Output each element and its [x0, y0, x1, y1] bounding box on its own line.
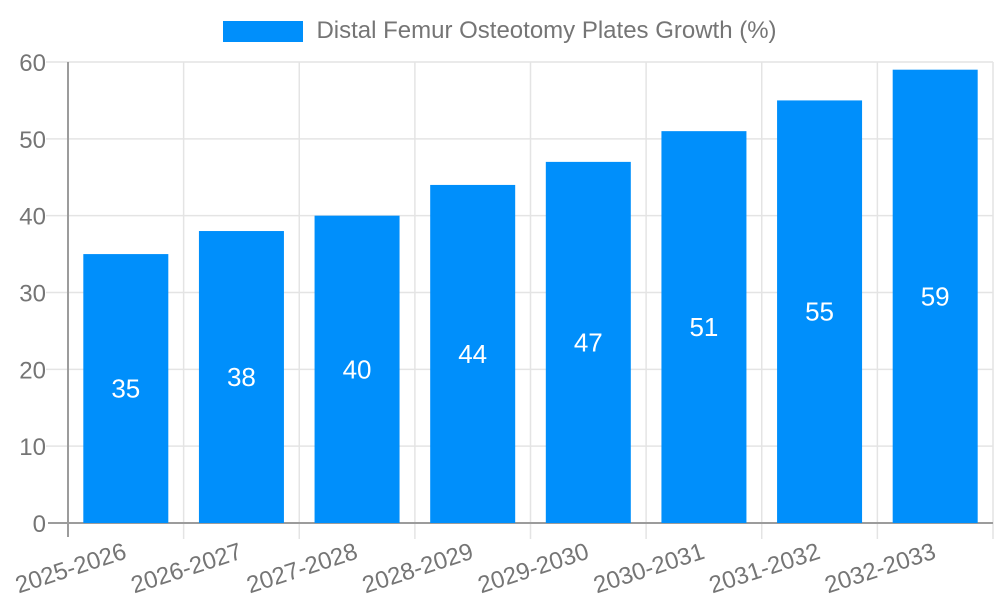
bar[interactable]	[661, 131, 747, 523]
x-axis-tick-label: 2029-2030	[475, 538, 593, 599]
bar-value-label: 55	[805, 297, 834, 327]
bar[interactable]	[545, 161, 631, 523]
legend[interactable]: Distal Femur Osteotomy Plates Growth (%)	[0, 17, 1000, 45]
x-axis-tick-label: 2032-2033	[822, 538, 940, 599]
y-axis-tick-label: 0	[33, 511, 46, 538]
bar[interactable]	[777, 100, 863, 524]
bar-value-label: 35	[111, 374, 140, 404]
bar-value-label: 59	[921, 281, 950, 311]
bar-value-label: 38	[227, 362, 256, 392]
x-axis-tick-label: 2026-2027	[128, 538, 246, 599]
bar[interactable]	[892, 69, 978, 523]
x-axis-tick-label: 2031-2032	[706, 538, 824, 599]
bar[interactable]	[83, 254, 169, 524]
y-axis-tick-label: 30	[19, 281, 46, 308]
x-axis-tick-label: 2028-2029	[359, 538, 477, 599]
y-axis-tick-label: 60	[19, 50, 46, 77]
y-axis-tick-label: 40	[19, 204, 46, 231]
bar-value-label: 47	[574, 327, 603, 357]
x-axis-tick-label: 2030-2031	[590, 538, 708, 599]
bar-value-label: 40	[343, 354, 372, 384]
y-axis-tick-label: 50	[19, 127, 46, 154]
x-axis-tick-label: 2027-2028	[243, 538, 361, 599]
bar[interactable]	[430, 184, 516, 523]
bar-value-label: 44	[458, 339, 487, 369]
y-axis-tick-label: 10	[19, 434, 46, 461]
legend-swatch-icon	[223, 20, 304, 42]
legend-label: Distal Femur Osteotomy Plates Growth (%)	[316, 17, 777, 44]
bar-value-label: 51	[689, 312, 718, 342]
bar[interactable]	[314, 215, 400, 523]
bar[interactable]	[198, 231, 284, 524]
x-axis-tick-label: 2025-2026	[12, 538, 130, 599]
y-axis-tick-label: 20	[19, 357, 46, 384]
